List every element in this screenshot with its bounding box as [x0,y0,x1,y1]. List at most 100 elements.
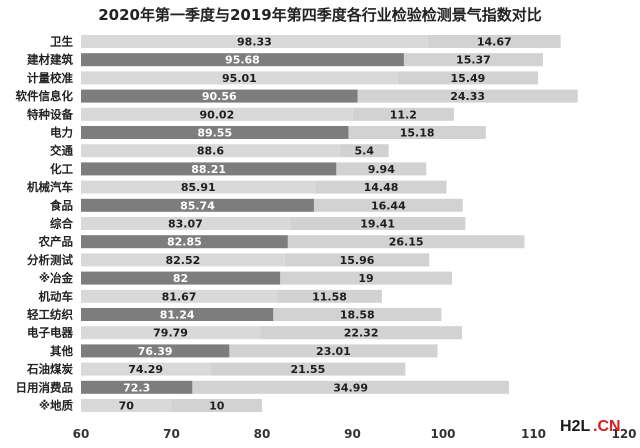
category-label: 石油煤炭 [26,362,73,376]
bar-segment-1 [81,53,404,67]
x-tick-label: 100 [430,427,455,441]
bar-segment-1 [81,362,211,376]
category-label: 日用消费品 [16,380,74,394]
bar-segment-2 [336,162,427,176]
labels-layer: 卫生 98.33 14.67 建材建筑 95.68 15.37 计量校准 95.01 15.49… [16,35,512,413]
value-label-1: 98.33 [237,36,272,49]
watermark-h2l: H2L [560,418,590,435]
value-label-1: 90.56 [202,90,237,103]
x-axis: 60 70 80 90 100 110 120 [73,427,637,441]
value-label-2: 34.99 [333,381,368,394]
value-label-1: 83.07 [168,218,203,231]
value-label-1: 81.67 [162,290,197,303]
bar-segment-2 [171,399,262,412]
bar-segment-2 [277,289,382,303]
category-label: ※冶金 [39,271,74,285]
category-label: 分析测试 [27,253,73,267]
value-label-2: 19.41 [360,218,395,231]
category-label: ※地质 [39,399,74,413]
bars-layer [81,35,578,412]
value-label-2: 15.18 [400,127,435,140]
bar-segment-1 [81,144,340,158]
value-label-1: 81.24 [160,309,195,322]
x-tick-label: 70 [163,427,180,441]
bar-segment-2 [280,271,453,285]
x-tick-label: 80 [254,427,271,441]
bar-segment-1 [81,180,316,194]
value-label-2: 15.37 [456,54,491,67]
value-label-1: 95.68 [225,54,260,67]
value-label-2: 5.4 [355,145,375,158]
value-label-1: 85.91 [181,181,216,194]
category-label: 化工 [50,162,73,176]
category-label: 软件信息化 [16,89,74,103]
value-label-2: 11.58 [312,290,347,303]
value-label-1: 89.55 [197,127,232,140]
bar-segment-2 [229,344,438,358]
bar-segment-1 [81,344,230,358]
value-label-2: 22.32 [344,327,379,340]
value-label-1: 88.21 [191,163,226,176]
value-label-2: 23.01 [316,345,351,358]
category-label: 食品 [50,198,73,212]
bar-segment-1 [81,162,337,176]
bar-segment-2 [260,326,463,340]
bar-segment-1 [81,198,314,212]
bar-segment-2 [348,126,486,139]
category-label: 其他 [50,344,73,358]
value-label-1: 85.74 [180,199,215,212]
value-label-1: 82.52 [166,254,201,267]
x-tick-label: 120 [611,427,636,441]
bar-segment-1 [81,89,358,103]
bar-segment-1 [81,107,353,121]
bar-segment-2 [210,362,406,376]
category-label: 特种设备 [27,107,73,121]
value-label-2: 16.44 [371,199,406,212]
bar-segment-1 [81,380,193,394]
value-label-1: 74.29 [128,363,163,376]
bar-segment-2 [273,308,442,321]
bar-segment-2 [357,89,578,103]
category-label: 卫生 [50,35,73,49]
value-label-1: 90.02 [199,108,234,121]
value-label-1: 76.39 [138,345,173,358]
category-label: 计量校准 [27,71,73,85]
bar-segment-2 [289,217,466,230]
value-label-1: 82.85 [167,236,202,249]
value-label-1: 88.6 [197,145,224,158]
value-label-2: 19 [358,272,373,285]
bar-segment-1 [81,126,349,139]
value-label-2: 24.33 [450,90,485,103]
bar-segment-1 [81,271,281,285]
value-label-1: 79.79 [153,327,188,340]
bar-segment-1 [81,235,288,249]
category-label: 电力 [50,126,73,140]
value-label-1: 95.01 [222,72,257,85]
bar-segment-1 [81,253,285,267]
category-label: 机械汽车 [27,180,73,194]
bar-segment-2 [339,144,389,158]
bar-segment-2 [427,35,561,48]
bar-segment-1 [81,308,274,321]
value-label-1: 72.3 [123,381,150,394]
bar-segment-2 [313,198,463,212]
value-label-2: 15.49 [451,72,486,85]
value-label-2: 10 [209,400,225,413]
bar-segment-1 [81,217,290,230]
value-label-2: 21.55 [290,363,325,376]
category-label: 机动车 [39,289,74,303]
x-tick-label: 60 [73,427,90,441]
bar-segment-2 [352,107,455,121]
value-label-1: 70 [119,400,135,413]
value-label-2: 26.15 [389,236,424,249]
category-label: 交通 [50,144,73,158]
bar-segment-2 [397,71,539,85]
bar-segment-1 [81,289,278,303]
category-label: 轻工纺织 [27,308,73,322]
value-label-1: 82 [173,272,188,285]
bar-segment-1 [81,326,261,340]
value-label-2: 14.67 [477,36,512,49]
category-label: 综合 [50,217,73,231]
x-tick-label: 90 [344,427,361,441]
